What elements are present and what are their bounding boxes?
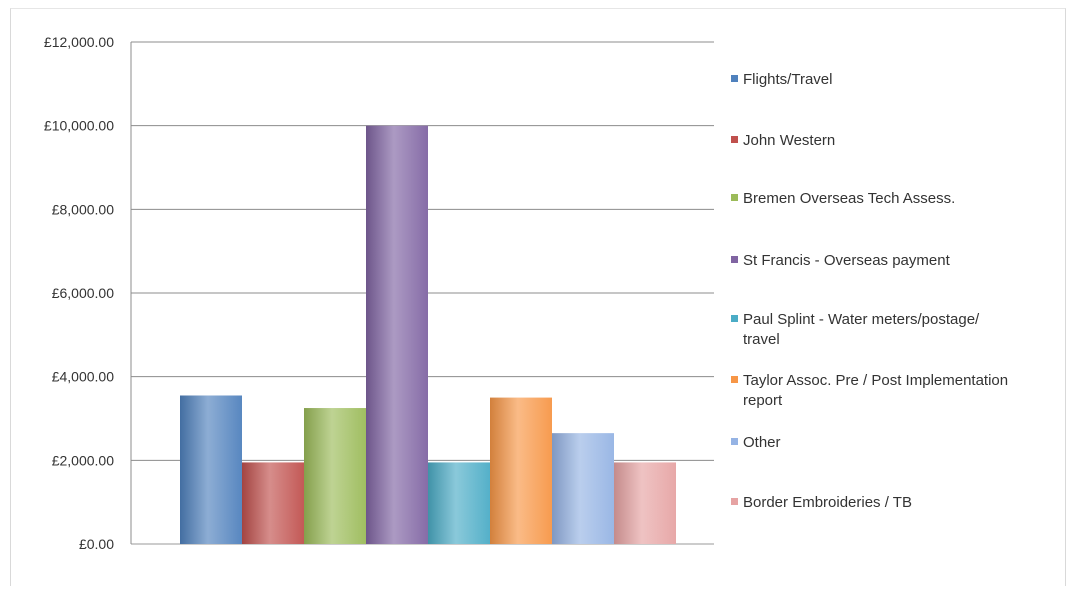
y-tick-label: £2,000.00 [52,452,114,468]
bar: Taylor Assoc. Pre / Post Implementation … [490,397,552,544]
legend-swatch [731,315,738,322]
legend-label: Other [743,434,781,451]
legend-label: Flights/Travel [743,71,832,88]
legend-swatch [731,136,738,143]
legend-swatch [731,376,738,383]
legend-label: Border Embroideries / TB [743,494,912,511]
legend-label: John Western [743,132,835,149]
bar: St Francis - Overseas payment [366,125,428,545]
legend-label: Bremen Overseas Tech Assess. [743,190,955,207]
y-tick-label: £8,000.00 [52,201,114,217]
legend-swatch [731,256,738,263]
y-tick-label: £6,000.00 [52,285,114,301]
legend-swatch [731,194,738,201]
y-axis: £0.00 £2,000.00 £4,000.00 £6,000.00 £8,000.0… [44,34,132,552]
bar: John Western [242,462,304,544]
legend-label: St Francis - Overseas payment [743,252,951,269]
legend-label: Taylor Assoc. Pre / Post Implementation r… [743,372,1008,409]
legend-swatch [731,498,738,505]
legend-swatch [731,75,738,82]
bar: Border Embroideries / TB [614,462,676,544]
legend-swatch [731,438,738,445]
y-tick-label: £12,000.00 [44,34,114,50]
legend-label: Paul Splint - Water meters/postage/trave… [743,311,980,348]
y-tick-label: £0.00 [79,536,114,552]
legend: Flights/Travel John Western Bremen Oversea… [731,71,1008,511]
bar: Flights/Travel [180,395,242,544]
chart-frame [10,8,1066,586]
y-tick-label: £10,000.00 [44,118,114,134]
bar: Other [552,433,614,544]
y-tick-label: £4,000.00 [52,369,114,385]
bar: Paul Splint - Water meters/postage/ trav… [428,462,490,544]
bar: Bremen Overseas Tech Assess. [304,408,366,544]
